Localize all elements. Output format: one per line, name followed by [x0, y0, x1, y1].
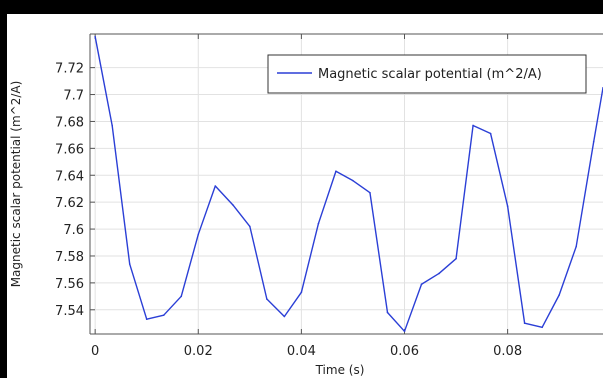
data-point: [403, 330, 406, 333]
x-tick-label: 0: [91, 344, 99, 359]
data-point: [232, 204, 234, 206]
data-point: [197, 233, 200, 236]
data-point: [438, 272, 440, 275]
y-tick-labels: 7.54 7.56 7.58 7.6 7.62 7.64 7.66 7.68 7.7 7.72: [55, 62, 84, 319]
y-tick-label: 7.66: [55, 142, 84, 157]
x-tick-labels: 0 0.02 0.04 0.06 0.08: [91, 344, 522, 359]
data-point: [145, 318, 148, 321]
legend-label: Magnetic scalar potential (m^2/A): [318, 67, 542, 82]
data-point: [541, 326, 543, 329]
y-tick-label: 7.7: [63, 89, 84, 104]
data-point: [317, 222, 320, 225]
data-point: [283, 315, 286, 318]
data-point: [369, 191, 371, 194]
data-point: [300, 291, 303, 294]
y-tick-label: 7.56: [55, 277, 84, 292]
series-layer: [94, 35, 603, 333]
line-chart: 0 0.02 0.04 0.06 0.08 7.54 7.56 7.58 7.6 7.62 7.6…: [9, 33, 603, 377]
data-point: [180, 295, 183, 298]
data-point: [214, 185, 217, 187]
data-point: [455, 257, 457, 260]
x-tick-label: 0.02: [184, 344, 213, 359]
y-tick-label: 7.62: [55, 196, 84, 211]
data-point: [386, 311, 389, 314]
data-point: [592, 140, 595, 143]
data-point: [162, 314, 165, 316]
y-tick-label: 7.58: [55, 250, 84, 265]
y-tick-label: 7.64: [55, 169, 84, 184]
data-point: [94, 35, 96, 38]
y-tick-label: 7.72: [55, 62, 84, 77]
data-point: [489, 132, 492, 135]
x-tick-label: 0.06: [390, 344, 419, 359]
legend: Magnetic scalar potential (m^2/A): [267, 54, 587, 94]
y-tick-label: 7.6: [63, 223, 84, 238]
y-tick-label: 7.54: [55, 304, 84, 319]
data-point: [249, 225, 251, 228]
x-axis-title: Time (s): [315, 363, 365, 377]
y-tick-label: 7.68: [55, 115, 84, 130]
data-point: [266, 298, 268, 300]
y-axis-title: Magnetic scalar potential (m^2/A): [9, 81, 23, 288]
data-point: [472, 124, 474, 127]
legend-box: [267, 54, 587, 94]
data-point: [335, 170, 337, 173]
data-point: [420, 283, 423, 286]
chart-frame: 0 0.02 0.04 0.06 0.08 7.54 7.56 7.58 7.6 7.62 7.6…: [7, 14, 603, 378]
data-point: [352, 179, 354, 182]
data-point: [128, 263, 131, 265]
x-tick-label: 0.04: [287, 344, 316, 359]
data-point: [575, 245, 577, 248]
data-point: [506, 205, 509, 207]
data-point: [111, 124, 113, 127]
data-point: [558, 294, 560, 296]
x-tick-label: 0.08: [493, 344, 522, 359]
data-point: [523, 322, 526, 325]
